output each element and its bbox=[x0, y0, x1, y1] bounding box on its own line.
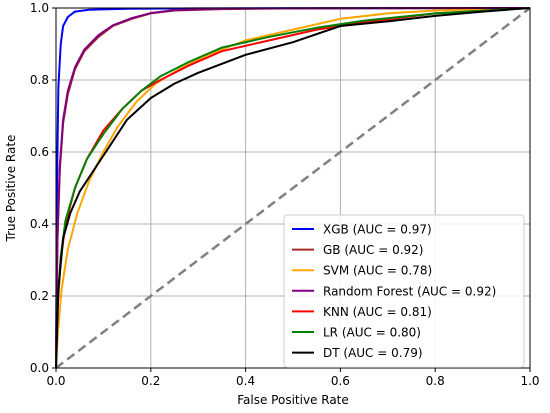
y-tick-label: 0.8 bbox=[30, 73, 49, 87]
x-tick-label: 0.4 bbox=[236, 374, 255, 388]
legend-label-svm: SVM (AUC = 0.78) bbox=[323, 264, 432, 278]
series-line-dt bbox=[55, 7, 531, 369]
x-axis-label: False Positive Rate bbox=[237, 393, 349, 407]
series-lines bbox=[55, 7, 531, 369]
x-tick-label: 0.6 bbox=[331, 374, 350, 388]
y-tick-label: 0.0 bbox=[30, 361, 49, 375]
x-tick-label: 0.0 bbox=[46, 374, 65, 388]
axis-ticks: 0.0 0.2 0.4 0.6 0.8 1.0 0.0 0.2 0.4 0.6 0.8 1.0 bbox=[30, 1, 540, 388]
y-tick-label: 0.2 bbox=[30, 289, 49, 303]
series-line-svm bbox=[55, 7, 531, 369]
legend-label-lr: LR (AUC = 0.80) bbox=[323, 326, 421, 340]
legend-label-gb: GB (AUC = 0.92) bbox=[323, 243, 423, 257]
y-tick-label: 0.6 bbox=[30, 145, 49, 159]
plot-frame bbox=[55, 7, 531, 369]
x-tick-label: 0.8 bbox=[426, 374, 445, 388]
x-tick-label: 1.0 bbox=[520, 374, 539, 388]
y-axis-label: True Positive Rate bbox=[4, 135, 18, 243]
series-line-xgb bbox=[55, 7, 531, 369]
legend-label-knn: KNN (AUC = 0.81) bbox=[323, 305, 432, 319]
y-tick-label: 0.4 bbox=[30, 217, 49, 231]
legend-label-xgb: XGB (AUC = 0.97) bbox=[323, 223, 432, 237]
reference-diagonal-line bbox=[55, 7, 531, 369]
legend-label-random-forest: Random Forest (AUC = 0.92) bbox=[323, 284, 496, 298]
legend-box bbox=[283, 214, 525, 368]
diagonal-reference-line bbox=[55, 7, 531, 369]
y-tick-label: 1.0 bbox=[30, 1, 49, 15]
legend: XGB (AUC = 0.97) GB (AUC = 0.92) SVM (AUC … bbox=[283, 214, 525, 368]
x-tick-label: 0.2 bbox=[141, 374, 160, 388]
grid-lines bbox=[55, 7, 531, 369]
legend-label-dt: DT (AUC = 0.79) bbox=[323, 346, 423, 360]
series-line-random-forest bbox=[55, 7, 531, 369]
